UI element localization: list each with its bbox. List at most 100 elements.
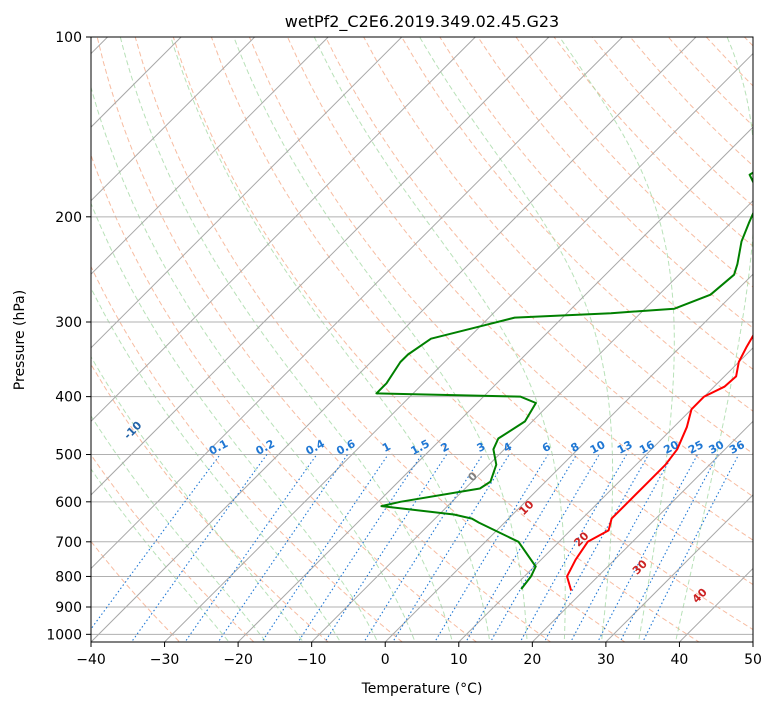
mixing-ratio-line <box>570 454 674 642</box>
dry-adiabat-line <box>91 363 329 642</box>
mixing-ratio-line <box>324 454 448 642</box>
y-tick-label: 600 <box>55 495 82 511</box>
dry-adiabat-line <box>91 454 255 642</box>
y-tick-label: 300 <box>55 315 82 331</box>
isotherm-line <box>310 199 753 642</box>
x-tick-label: 50 <box>744 652 762 668</box>
mixing-ratio-line <box>597 454 698 642</box>
dry-adiabat-line <box>91 540 181 642</box>
y-tick-label: 700 <box>55 535 82 551</box>
x-tick-label: 30 <box>597 652 615 668</box>
moist-adiabat-line <box>91 468 230 642</box>
dry-adiabat-line <box>96 37 552 642</box>
dry-adiabat-line <box>705 37 753 87</box>
mixing-ratio-label: 16 <box>637 438 657 457</box>
isotherm-line <box>91 37 697 642</box>
moist-adiabat-line <box>674 37 753 642</box>
dry-adiabat-line <box>515 37 753 288</box>
moist-adiabat-line <box>559 37 675 642</box>
x-tick-label: −10 <box>297 652 327 668</box>
moist-adiabat-line <box>313 37 566 642</box>
moist-adiabat-line <box>91 415 267 642</box>
mixing-ratio-line <box>217 454 349 642</box>
dry-adiabat-line <box>172 37 700 642</box>
y-axis-label: Pressure (hPa) <box>12 290 28 390</box>
mixing-ratio-line <box>619 454 719 642</box>
plot-frame <box>90 36 754 643</box>
x-tick-label: −20 <box>223 652 253 668</box>
mixing-ratio-label: 36 <box>727 438 747 457</box>
mixing-ratio-line <box>261 454 389 642</box>
mixing-ratio-label: 10 <box>588 438 608 457</box>
dry-adiabat-line <box>325 37 753 498</box>
mixing-ratio-label: 1 <box>380 440 393 455</box>
isotherm-line <box>531 420 753 642</box>
isotherm-line <box>605 494 753 642</box>
y-tick-label: 200 <box>55 210 82 226</box>
moist-adiabat-line <box>91 355 304 642</box>
isotherm-line <box>91 37 623 570</box>
mixing-ratio-label: 2 <box>439 440 452 455</box>
dry-adiabat-line <box>91 153 478 642</box>
moist-adiabat-label: 40 <box>690 585 710 605</box>
y-tick-label: 800 <box>55 569 82 585</box>
isotherm-line <box>458 347 753 642</box>
mixing-ratio-line <box>363 454 484 642</box>
moist-adiabat-label: 0 <box>465 469 480 484</box>
mixing-ratio-label: 25 <box>686 438 706 457</box>
moist-adiabat-label: 10 <box>517 498 537 518</box>
isotherm-line <box>678 567 753 642</box>
isotherm-line <box>163 52 753 642</box>
mixing-ratio-line <box>465 454 578 642</box>
isotherm-line <box>91 37 329 275</box>
moist-adiabat-line <box>119 37 454 642</box>
x-tick-label: −30 <box>150 652 180 668</box>
mixing-ratio-label: 30 <box>707 438 727 457</box>
mixing-ratio-label: 6 <box>540 440 553 455</box>
y-tick-label: 100 <box>55 30 82 46</box>
dry-adiabat-line <box>248 37 753 586</box>
x-tick-label: 10 <box>450 652 468 668</box>
dry-adiabat-label: -10 <box>121 419 144 442</box>
y-tick-label: 1000 <box>46 627 82 643</box>
isotherm-line <box>237 126 753 642</box>
x-tick-label: 0 <box>381 652 390 668</box>
dewpoint-profile-line <box>375 171 753 590</box>
isotherm-line <box>91 37 550 496</box>
x-axis-label: Temperature (°C) <box>361 681 483 697</box>
dry-adiabat-line <box>134 37 626 642</box>
moist-adiabat-line <box>91 85 416 642</box>
mixing-ratio-line <box>130 454 268 642</box>
moist-adiabat-line <box>91 287 341 642</box>
x-tick-label: 20 <box>523 652 541 668</box>
y-tick-label: 900 <box>55 600 82 616</box>
x-tick-label: 40 <box>671 652 689 668</box>
mixing-ratio-label: 13 <box>615 438 635 457</box>
moist-adiabat-line <box>170 37 491 642</box>
isotherm-line <box>384 273 753 642</box>
dry-adiabat-line <box>91 265 404 642</box>
mixing-ratio-label: 3 <box>475 440 488 455</box>
dry-adiabat-line <box>401 37 753 412</box>
y-tick-label: 400 <box>55 390 82 406</box>
chart-title: wetPf2_C2E6.2019.349.02.45.G23 <box>285 12 559 32</box>
y-tick-label: 500 <box>55 448 82 464</box>
moist-adiabat-line <box>233 37 528 642</box>
mixing-ratio-line <box>184 454 318 642</box>
moist-adiabat-line <box>419 37 614 642</box>
temperature-profile-line <box>566 333 753 591</box>
dry-adiabat-line <box>667 37 753 127</box>
dry-adiabat-line <box>477 37 753 329</box>
mixing-ratio-line <box>642 454 740 642</box>
mixing-ratio-line <box>91 454 221 630</box>
x-tick-label: −40 <box>76 652 106 668</box>
mixing-ratio-line <box>392 454 510 642</box>
dry-adiabat-line <box>439 37 753 370</box>
moist-adiabat-line <box>91 202 379 642</box>
isotherm-line <box>91 37 403 349</box>
dry-adiabat-line <box>210 37 753 631</box>
mixing-ratio-line <box>297 454 423 642</box>
mixing-ratio-label: 4 <box>501 440 514 455</box>
moist-adiabat-label: 20 <box>572 529 592 549</box>
